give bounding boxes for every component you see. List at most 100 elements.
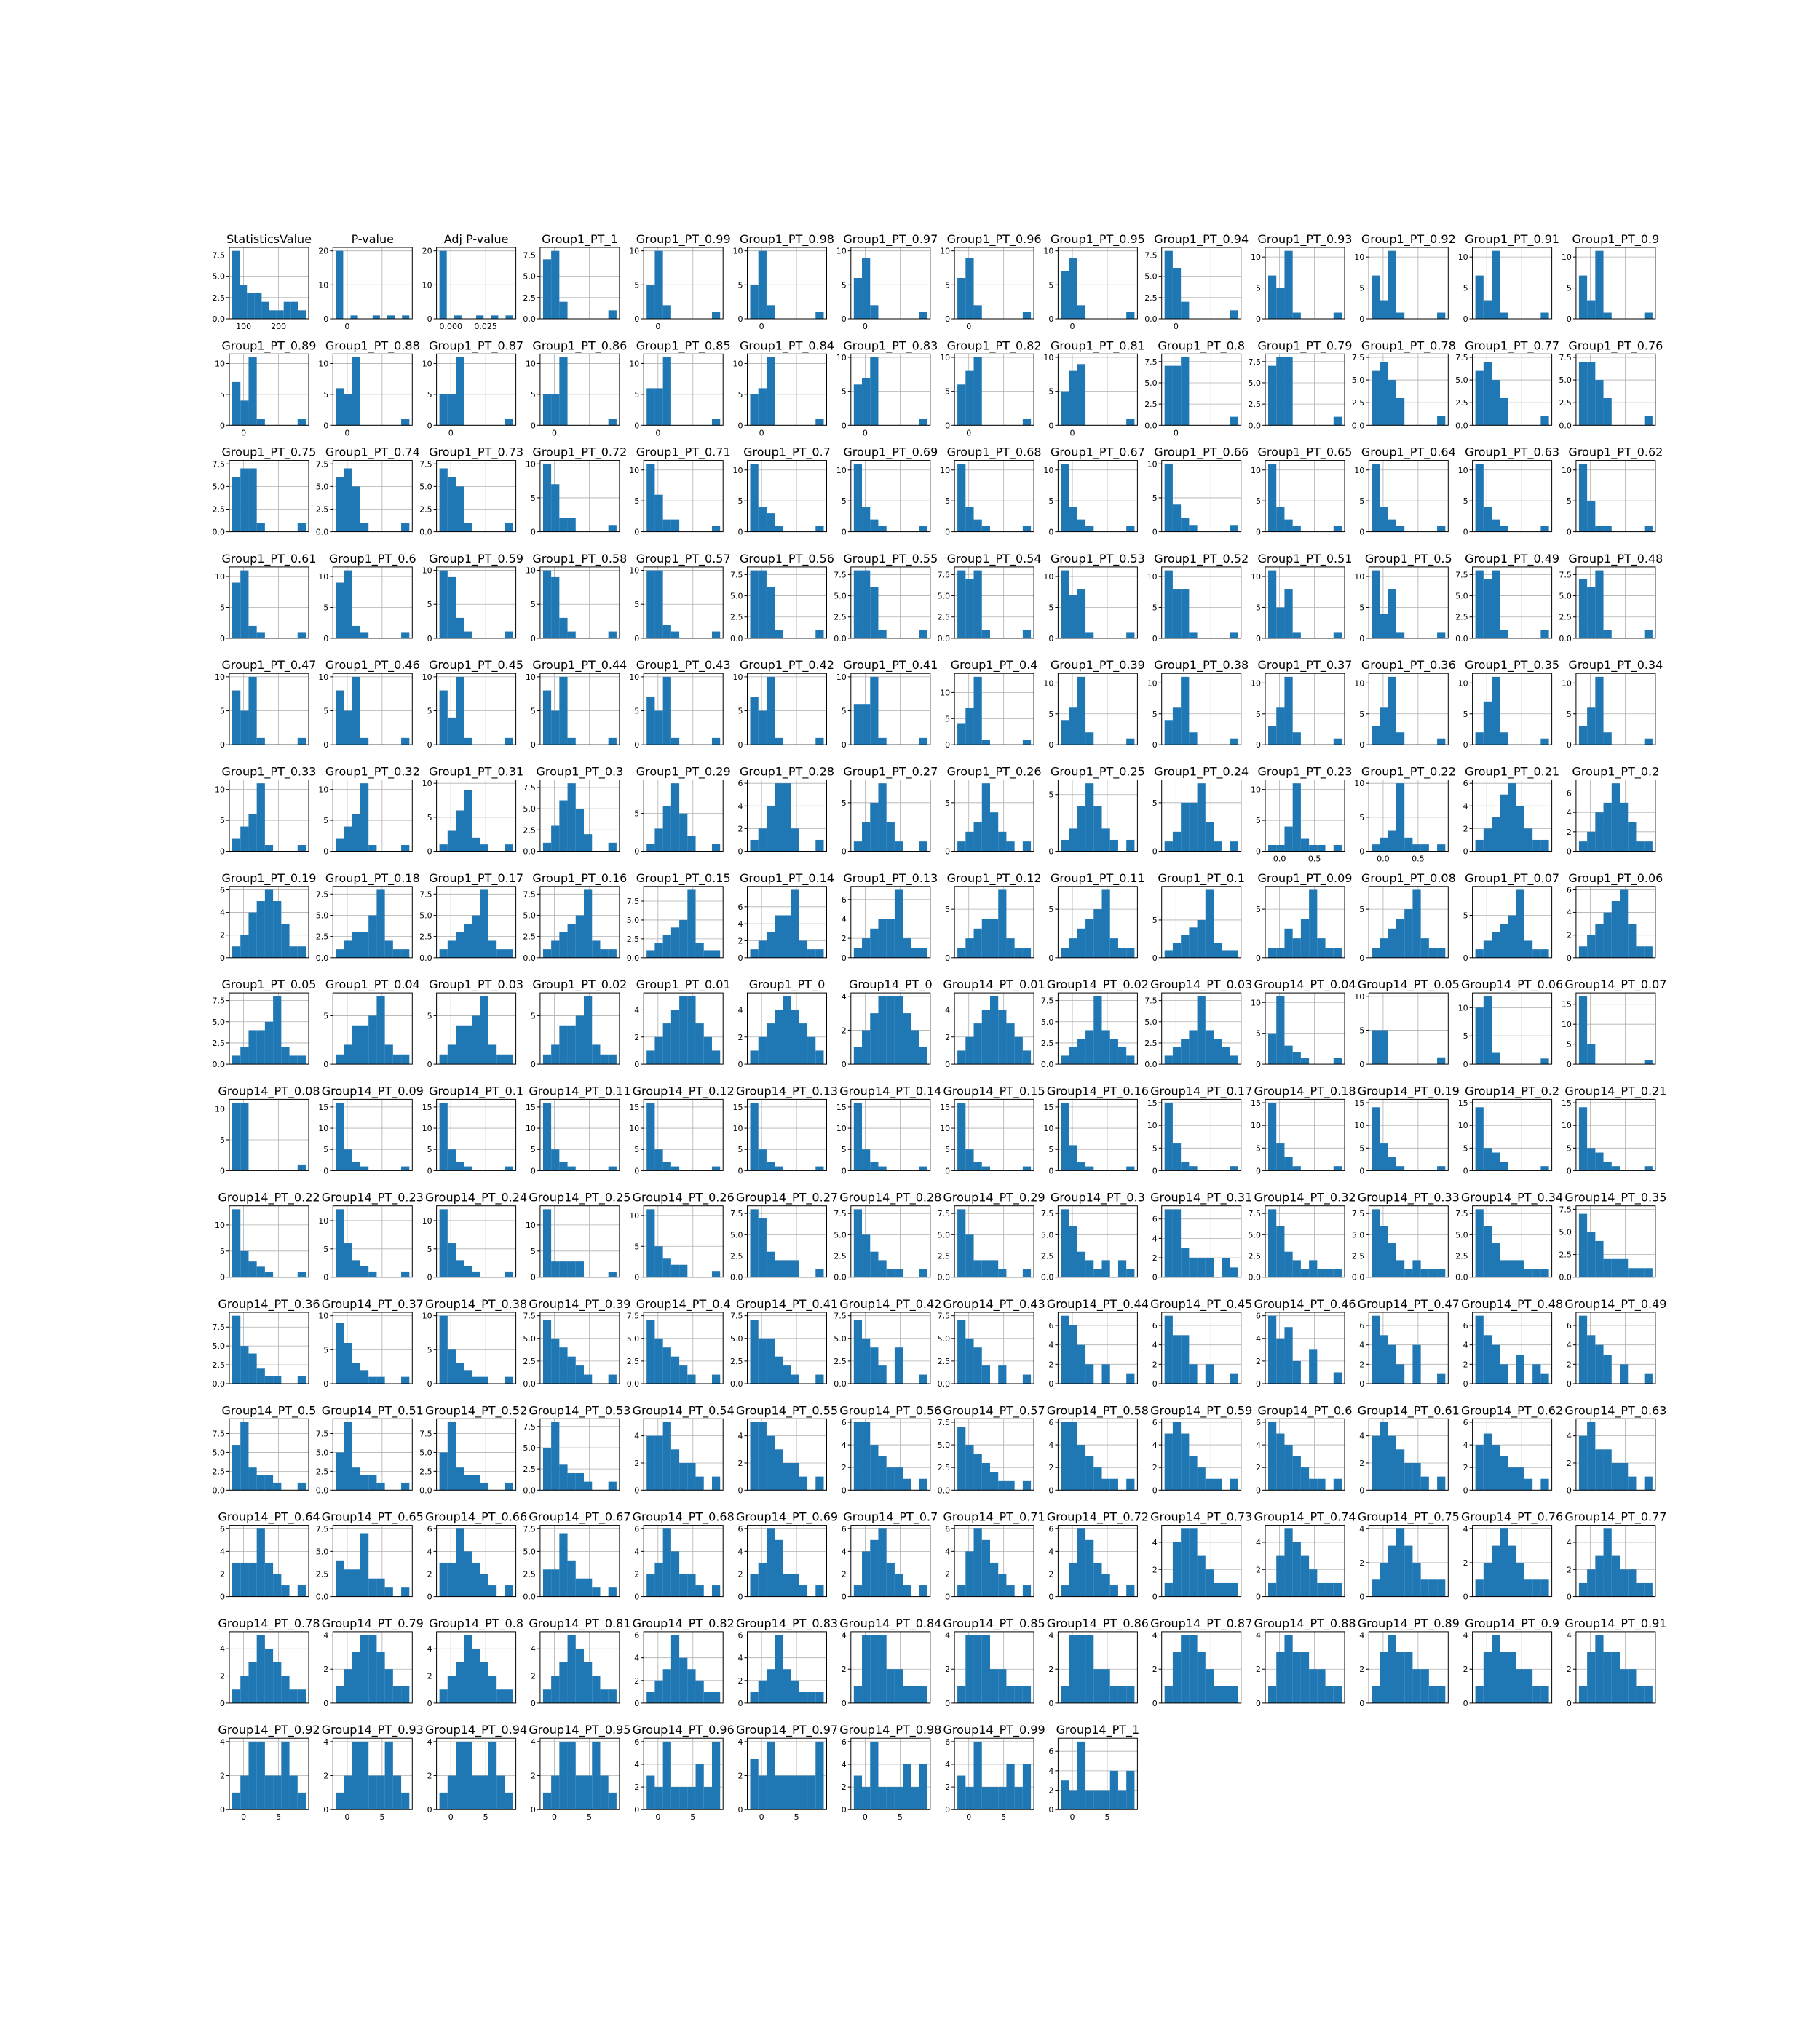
y-tick-label: 5.0	[730, 592, 743, 601]
histogram-bar	[360, 1533, 369, 1597]
histogram-bar	[1164, 720, 1173, 745]
y-tick-label: 0	[634, 1486, 639, 1495]
y-tick-label: 4	[842, 1440, 847, 1450]
histogram-bar	[464, 1370, 472, 1384]
panel-title: Group1_PT_0.02	[532, 978, 627, 992]
axes-frame	[229, 1098, 309, 1171]
histogram-bar	[687, 1374, 696, 1384]
histogram-bar	[283, 301, 291, 319]
histogram-bar	[1333, 526, 1342, 532]
histogram-bar	[662, 1669, 671, 1703]
y-tick-label: 0	[1567, 953, 1572, 963]
panel-title: Group1_PT_0.48	[1568, 552, 1663, 566]
histogram-bar	[344, 1044, 352, 1065]
x-tick-label: 5	[1001, 1812, 1006, 1822]
y-tick-label: 0	[842, 1805, 847, 1815]
histogram-bar	[1006, 1686, 1015, 1703]
axes-frame	[1575, 673, 1656, 745]
y-tick-label: 5.0	[523, 1547, 536, 1556]
histogram-bar	[965, 1234, 974, 1277]
histogram-bar	[1101, 1478, 1110, 1491]
y-tick-label: 2.5	[730, 613, 743, 622]
y-tick-label: 7.5	[1041, 996, 1054, 1006]
histogram-bar	[1268, 948, 1277, 958]
y-tick-label: 2.5	[1249, 400, 1262, 409]
histogram-bar	[1333, 845, 1342, 852]
y-tick-label: 2.5	[938, 613, 951, 622]
y-tick-label: 0.0	[938, 1486, 951, 1495]
histogram-bar	[775, 1635, 783, 1703]
histogram-bar	[758, 1775, 767, 1810]
histogram-bar	[750, 1574, 759, 1597]
histogram-bar	[1404, 1545, 1413, 1597]
y-tick-label: 0	[1152, 1379, 1158, 1389]
histogram-bar	[758, 1036, 767, 1065]
histogram-bar	[1189, 732, 1198, 745]
panel-title: Group1_PT_0.74	[325, 445, 420, 460]
y-tick-label: 0	[1567, 1060, 1572, 1069]
y-tick-label: 2.5	[938, 1252, 951, 1261]
histogram-bar	[965, 1787, 974, 1810]
histogram-bar	[297, 1272, 306, 1277]
y-tick-label: 7.5	[730, 570, 743, 579]
histogram-bar	[878, 1365, 887, 1384]
histogram-bar	[232, 250, 240, 319]
histogram-bar	[1532, 1579, 1541, 1597]
histogram-bar	[775, 737, 783, 745]
histogram-bar	[815, 630, 824, 638]
y-tick-label: 2.5	[834, 1252, 847, 1261]
histogram-bar	[1172, 1422, 1182, 1491]
panel-title: Group14_PT_0.8	[429, 1617, 523, 1631]
histogram-bar	[1396, 397, 1405, 426]
axes-frame	[229, 992, 309, 1065]
histogram-bar	[1109, 1585, 1118, 1597]
histogram-bar	[973, 1741, 982, 1810]
y-tick-label: 5	[531, 1247, 536, 1256]
y-tick-label: 5	[1567, 284, 1572, 293]
y-tick-label: 5	[323, 1011, 328, 1020]
y-tick-label: 0	[1567, 314, 1572, 324]
histogram-bar	[711, 1050, 721, 1065]
histogram-bar	[654, 250, 663, 319]
histogram-bar	[1475, 464, 1484, 532]
y-tick-label: 0	[1152, 528, 1158, 537]
histogram-bar	[1085, 632, 1094, 638]
histogram-bar	[352, 1652, 360, 1703]
histogram-bar	[575, 915, 585, 958]
histogram-bar	[894, 996, 903, 1065]
histogram-bar	[273, 1376, 282, 1384]
histogram-bar	[973, 822, 982, 852]
histogram-bar	[1284, 1251, 1293, 1277]
axes-frame	[1265, 780, 1345, 852]
y-tick-label: 5	[842, 280, 847, 290]
y-tick-label: 5	[634, 600, 639, 609]
y-tick-label: 5	[634, 707, 639, 716]
histogram-bar	[1388, 1344, 1396, 1384]
y-tick-label: 2	[1256, 1565, 1261, 1574]
y-tick-label: 15	[318, 1103, 328, 1112]
histogram-bar	[1077, 1528, 1086, 1597]
panel-title: Group14_PT_0.54	[633, 1403, 735, 1418]
histogram-bar	[878, 526, 887, 532]
y-tick-label: 4	[738, 1432, 743, 1441]
axes-frame	[1368, 992, 1449, 1065]
histogram-bar	[376, 1376, 385, 1384]
panel-title: Group1_PT_0.1	[1158, 871, 1245, 886]
histogram-bar	[1181, 1248, 1190, 1277]
histogram-bar	[687, 1462, 696, 1491]
histogram-bar	[1388, 676, 1396, 745]
histogram-bar	[352, 676, 360, 745]
histogram-bar	[894, 1269, 903, 1277]
histogram-bar	[472, 1775, 480, 1810]
histogram-bar	[1022, 1166, 1032, 1171]
histogram-bar	[695, 1023, 704, 1065]
y-tick-label: 4	[738, 1737, 743, 1747]
